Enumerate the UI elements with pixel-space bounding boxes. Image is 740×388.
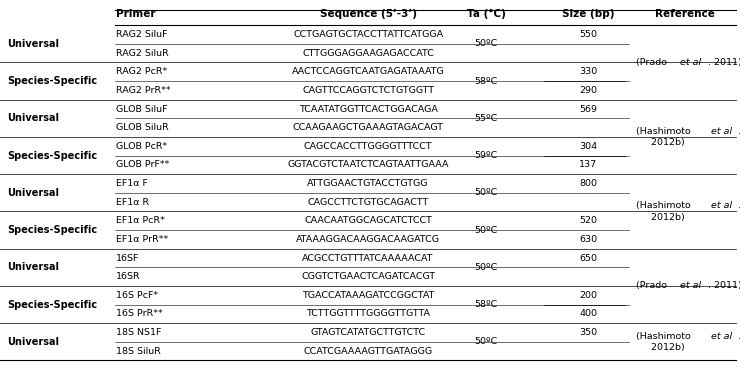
Text: .: .: [739, 127, 740, 136]
Text: CTTGGGAGGAAGAGACCATC: CTTGGGAGGAAGAGACCATC: [302, 48, 434, 58]
Text: 330: 330: [579, 67, 597, 76]
Text: 18S NS1F: 18S NS1F: [116, 328, 161, 337]
Text: Universal: Universal: [7, 188, 59, 198]
Text: 650: 650: [579, 253, 597, 263]
Text: TCTTGGTTTTGGGGTTGTTA: TCTTGGTTTTGGGGTTGTTA: [306, 309, 430, 319]
Text: 200: 200: [579, 291, 597, 300]
Text: TGACCATAAAGATCCGGCTAT: TGACCATAAAGATCCGGCTAT: [302, 291, 434, 300]
Text: 290: 290: [579, 86, 597, 95]
Text: et al: et al: [680, 281, 702, 291]
Text: TCAATATGGTTCACTGGACAGA: TCAATATGGTTCACTGGACAGA: [299, 104, 437, 114]
Text: CCAAGAAGCTGAAAGTAGACAGT: CCAAGAAGCTGAAAGTAGACAGT: [292, 123, 444, 132]
Text: (Prado: (Prado: [636, 281, 670, 291]
Text: GLOB PrF**: GLOB PrF**: [116, 160, 169, 170]
Text: ATTGGAACTGTACCTGTGG: ATTGGAACTGTACCTGTGG: [307, 179, 429, 188]
Text: CGGTCTGAACTCAGATCACGT: CGGTCTGAACTCAGATCACGT: [301, 272, 435, 281]
Text: .: .: [739, 201, 740, 210]
Text: (Hashimoto: (Hashimoto: [636, 332, 694, 341]
Text: RAG2 SiluR: RAG2 SiluR: [116, 48, 169, 58]
Text: 304: 304: [579, 142, 597, 151]
Text: (Hashimoto: (Hashimoto: [636, 201, 694, 210]
Text: Universal: Universal: [7, 337, 59, 347]
Text: 16S PrR**: 16S PrR**: [116, 309, 163, 319]
Text: 59ºC: 59ºC: [474, 151, 498, 160]
Text: 58ºC: 58ºC: [474, 300, 498, 309]
Text: 50ºC: 50ºC: [474, 263, 498, 272]
Text: EF1α R: EF1α R: [116, 197, 149, 207]
Text: RAG2 PcR*: RAG2 PcR*: [116, 67, 167, 76]
Text: Universal: Universal: [7, 113, 59, 123]
Text: ATAAAGGACAAGGACAAGATCG: ATAAAGGACAAGGACAAGATCG: [296, 235, 440, 244]
Text: 569: 569: [579, 104, 597, 114]
Text: EF1α F: EF1α F: [116, 179, 148, 188]
Text: CAACAATGGCAGCATCTCCT: CAACAATGGCAGCATCTCCT: [304, 216, 432, 225]
Text: et al: et al: [711, 332, 732, 341]
Text: 550: 550: [579, 30, 597, 39]
Text: 50ºC: 50ºC: [474, 188, 498, 197]
Text: Species-Specific: Species-Specific: [7, 300, 98, 310]
Text: Species-Specific: Species-Specific: [7, 76, 98, 86]
Text: (Hashimoto: (Hashimoto: [636, 127, 694, 136]
Text: et al: et al: [711, 201, 732, 210]
Text: CCATCGAAAAGTTGATAGGG: CCATCGAAAAGTTGATAGGG: [303, 346, 433, 356]
Text: Primer: Primer: [116, 9, 155, 19]
Text: 16SR: 16SR: [116, 272, 141, 281]
Text: CAGCCTTCTGTGCAGACTT: CAGCCTTCTGTGCAGACTT: [308, 197, 428, 207]
Text: GLOB PcR*: GLOB PcR*: [116, 142, 167, 151]
Text: (Prado: (Prado: [636, 58, 670, 67]
Text: 520: 520: [579, 216, 597, 225]
Text: 630: 630: [579, 235, 597, 244]
Text: Species-Specific: Species-Specific: [7, 151, 98, 161]
Text: Sequence (5’-3’): Sequence (5’-3’): [320, 9, 417, 19]
Text: 50ºC: 50ºC: [474, 337, 498, 346]
Text: GLOB SiluF: GLOB SiluF: [116, 104, 168, 114]
Text: EF1α PrR**: EF1α PrR**: [116, 235, 169, 244]
Text: GGTACGTCTAATCTCAGTAATTGAAA: GGTACGTCTAATCTCAGTAATTGAAA: [287, 160, 449, 170]
Text: RAG2 SiluF: RAG2 SiluF: [116, 30, 168, 39]
Text: Species-Specific: Species-Specific: [7, 225, 98, 235]
Text: . 2011): . 2011): [707, 281, 740, 291]
Text: Universal: Universal: [7, 262, 59, 272]
Text: Ta (°C): Ta (°C): [467, 9, 505, 19]
Text: 350: 350: [579, 328, 597, 337]
Text: 137: 137: [579, 160, 597, 170]
Text: AACTCCAGGTCAATGAGATAAATG: AACTCCAGGTCAATGAGATAAATG: [292, 67, 445, 76]
Text: et al: et al: [711, 127, 732, 136]
Text: 800: 800: [579, 179, 597, 188]
Text: 58ºC: 58ºC: [474, 76, 498, 86]
Text: CAGCCACCTTGGGGTTTCCT: CAGCCACCTTGGGGTTTCCT: [304, 142, 432, 151]
Text: GLOB SiluR: GLOB SiluR: [116, 123, 169, 132]
Text: EF1α PcR*: EF1α PcR*: [116, 216, 165, 225]
Text: Size (bp): Size (bp): [562, 9, 614, 19]
Text: 16SF: 16SF: [116, 253, 140, 263]
Text: 2012b): 2012b): [648, 343, 684, 352]
Text: Reference: Reference: [655, 9, 714, 19]
Text: 400: 400: [579, 309, 597, 319]
Text: et al: et al: [680, 58, 702, 67]
Text: 50ºC: 50ºC: [474, 39, 498, 48]
Text: 18S SiluR: 18S SiluR: [116, 346, 161, 356]
Text: 55ºC: 55ºC: [474, 114, 498, 123]
Text: 50ºC: 50ºC: [474, 225, 498, 235]
Text: ACGCCTGTTTATCAAAAACAT: ACGCCTGTTTATCAAAAACAT: [303, 253, 434, 263]
Text: 2012b): 2012b): [648, 213, 684, 222]
Text: Universal: Universal: [7, 39, 59, 49]
Text: .: .: [739, 332, 740, 341]
Text: 2012b): 2012b): [648, 138, 684, 147]
Text: . 2011): . 2011): [707, 58, 740, 67]
Text: CCTGAGTGCTACCTTATTCATGGA: CCTGAGTGCTACCTTATTCATGGA: [293, 30, 443, 39]
Text: RAG2 PrR**: RAG2 PrR**: [116, 86, 171, 95]
Text: CAGTTCCAGGTCTCTGTGGTT: CAGTTCCAGGTCTCTGTGGTT: [302, 86, 434, 95]
Text: GTAGTCATATGCTTGTCTC: GTAGTCATATGCTTGTCTC: [311, 328, 426, 337]
Text: 16S PcF*: 16S PcF*: [116, 291, 158, 300]
